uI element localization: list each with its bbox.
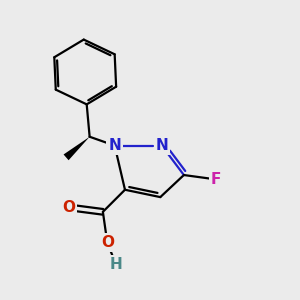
Polygon shape [64,137,90,160]
Text: O: O [62,200,76,215]
Text: N: N [108,138,121,153]
Text: F: F [211,172,221,187]
Text: O: O [101,235,114,250]
Text: H: H [110,257,122,272]
Text: N: N [155,138,168,153]
